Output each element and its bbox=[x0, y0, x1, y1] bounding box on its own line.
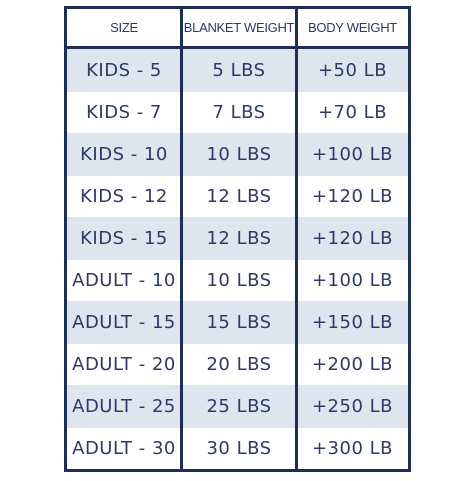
body-weight-cell: +120 LB bbox=[311, 228, 394, 249]
table-row: ADULT - 10 10 LBS +100 LB bbox=[67, 259, 408, 302]
size-cell: ADULT - 25 bbox=[72, 396, 176, 417]
blanket-weight-cell: 7 LBS bbox=[212, 102, 266, 123]
table-row: KIDS - 12 12 LBS +120 LB bbox=[67, 175, 408, 218]
blanket-weight-cell: 10 LBS bbox=[206, 144, 272, 165]
header-size: SIZE bbox=[110, 20, 138, 35]
size-cell: ADULT - 30 bbox=[72, 437, 176, 459]
size-cell: KIDS - 12 bbox=[80, 186, 168, 207]
table-row: ADULT - 20 20 LBS +200 LB bbox=[67, 343, 408, 386]
size-chart-table: SIZE BLANKET WEIGHT BODY WEIGHT KIDS - 5… bbox=[64, 6, 411, 472]
blanket-weight-cell: 20 LBS bbox=[206, 354, 272, 375]
size-cell: KIDS - 7 bbox=[86, 102, 162, 123]
size-cell: KIDS - 5 bbox=[86, 60, 162, 81]
table-row: KIDS - 5 5 LBS +50 LB bbox=[67, 49, 408, 92]
size-cell: KIDS - 10 bbox=[80, 144, 168, 165]
size-cell: KIDS - 15 bbox=[80, 228, 168, 249]
table-row: ADULT - 25 25 LBS +250 LB bbox=[67, 385, 408, 428]
body-weight-cell: +70 LB bbox=[317, 102, 388, 123]
table-row: KIDS - 10 10 LBS +100 LB bbox=[67, 133, 408, 176]
body-weight-cell: +200 LB bbox=[311, 354, 394, 375]
table-row: ADULT - 15 15 LBS +150 LB bbox=[67, 301, 408, 344]
blanket-weight-cell: 12 LBS bbox=[206, 186, 272, 207]
body-weight-cell: +100 LB bbox=[311, 144, 394, 165]
header-body-weight: BODY WEIGHT bbox=[308, 20, 397, 35]
blanket-weight-cell: 5 LBS bbox=[212, 60, 266, 81]
body-weight-cell: +300 LB bbox=[311, 437, 394, 459]
header-blanket-weight: BLANKET WEIGHT bbox=[183, 20, 295, 35]
body-weight-cell: +100 LB bbox=[311, 270, 394, 291]
size-cell: ADULT - 10 bbox=[72, 270, 176, 291]
blanket-weight-cell: 12 LBS bbox=[206, 228, 272, 249]
column-divider bbox=[180, 9, 183, 469]
table-row: KIDS - 7 7 LBS +70 LB bbox=[67, 91, 408, 134]
table-row: ADULT - 30 30 LBS +300 LB bbox=[67, 427, 408, 469]
blanket-weight-cell: 25 LBS bbox=[206, 396, 272, 417]
size-cell: ADULT - 20 bbox=[72, 354, 176, 375]
body-weight-cell: +150 LB bbox=[311, 312, 394, 333]
body-weight-cell: +50 LB bbox=[317, 60, 388, 81]
blanket-weight-cell: 30 LBS bbox=[206, 437, 272, 459]
body-weight-cell: +120 LB bbox=[311, 186, 394, 207]
size-cell: ADULT - 15 bbox=[72, 312, 176, 333]
column-divider bbox=[295, 9, 298, 469]
blanket-weight-cell: 10 LBS bbox=[206, 270, 272, 291]
body-weight-cell: +250 LB bbox=[311, 396, 394, 417]
table-header-row: SIZE BLANKET WEIGHT BODY WEIGHT bbox=[67, 9, 408, 49]
table-row: KIDS - 15 12 LBS +120 LB bbox=[67, 217, 408, 260]
blanket-weight-cell: 15 LBS bbox=[206, 312, 272, 333]
